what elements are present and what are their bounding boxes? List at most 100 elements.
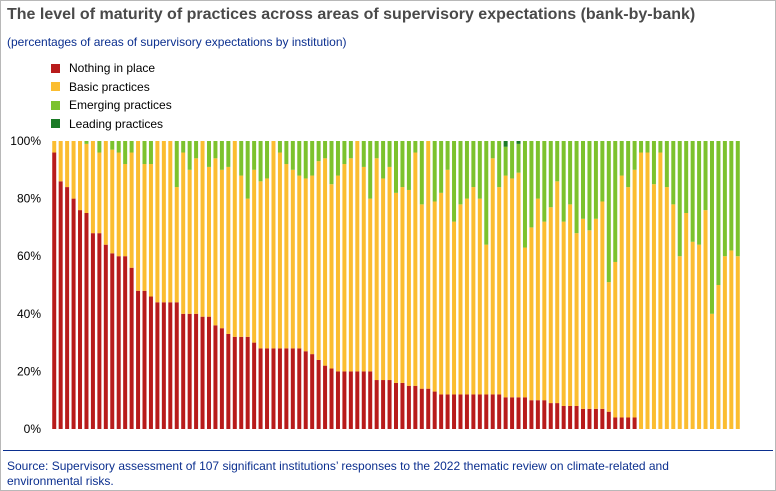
bar-segment-basic — [529, 227, 534, 401]
bar-segment-nothing — [419, 388, 424, 429]
bar-segment-nothing — [116, 256, 121, 429]
bar-segment-basic — [265, 178, 270, 349]
bar-segment-emerging — [265, 141, 270, 179]
bar-segment-nothing — [464, 394, 469, 429]
bar-segment-basic — [677, 256, 682, 429]
bar-segment-emerging — [361, 141, 366, 167]
bar-segment-nothing — [574, 405, 579, 429]
bar-segment-emerging — [709, 141, 714, 314]
legend-label-leading: Leading practices — [69, 116, 164, 131]
bar-segment-emerging — [735, 141, 740, 257]
bar-segment-emerging — [684, 141, 689, 213]
bar-segment-basic — [277, 152, 282, 349]
bar-segment-nothing — [71, 198, 76, 429]
bar-segment-basic — [187, 169, 192, 314]
bar-segment-emerging — [555, 141, 560, 182]
legend-swatch-leading — [51, 119, 60, 129]
bar-segment-basic — [335, 175, 340, 372]
bar-segment-basic — [709, 313, 714, 429]
bar-segment-emerging — [677, 141, 682, 257]
bar-segment-basic — [110, 149, 115, 254]
bar-segment-nothing — [600, 408, 605, 429]
bar-segment-emerging — [413, 141, 418, 153]
bar-segment-nothing — [477, 394, 482, 429]
bar-segment-emerging — [432, 141, 437, 202]
bar-segment-emerging — [226, 141, 231, 167]
bar-segment-basic — [510, 178, 515, 398]
bar-segment-basic — [58, 141, 63, 182]
bar-segment-emerging — [581, 141, 586, 219]
legend-label-emerging: Emerging practices — [69, 98, 172, 113]
bar-segment-emerging — [323, 141, 328, 159]
legend-swatch-emerging — [51, 100, 60, 110]
bar-segment-basic — [432, 201, 437, 392]
bar-segment-basic — [181, 152, 186, 314]
bar-segment-basic — [387, 166, 392, 381]
bar-segment-basic — [477, 198, 482, 395]
bar-segment-basic — [645, 152, 650, 429]
bar-segment-emerging — [110, 141, 115, 150]
bar-segment-nothing — [426, 388, 431, 429]
bar-segment-basic — [52, 141, 57, 153]
bar-segment-emerging — [522, 141, 527, 248]
bar-segment-basic — [503, 175, 508, 398]
bar-segment-nothing — [226, 333, 231, 429]
bar-segment-emerging — [142, 141, 147, 165]
bar-segment-emerging — [548, 141, 553, 208]
bar-segment-nothing — [593, 408, 598, 429]
bar-segment-emerging — [587, 141, 592, 231]
bar-segment-basic — [342, 164, 347, 372]
bar-segment-emerging — [84, 141, 89, 144]
bar-segment-emerging — [394, 141, 398, 193]
bar-segment-emerging — [297, 141, 302, 176]
bar-segment-nothing — [90, 233, 95, 429]
bar-segment-emerging — [503, 146, 508, 176]
bar-segment-emerging — [252, 141, 257, 170]
bar-segment-nothing — [503, 397, 508, 429]
bar-segment-basic — [310, 175, 315, 355]
bar-segment-nothing — [213, 325, 218, 429]
bar-segment-basic — [664, 187, 669, 429]
bar-segment-basic — [555, 181, 560, 404]
bar-segment-emerging — [477, 141, 482, 199]
bar-segment-nothing — [613, 417, 618, 429]
bar-segment-emerging — [381, 141, 386, 179]
bar-segment-emerging — [335, 141, 340, 176]
bar-segment-basic — [84, 143, 89, 213]
bar-segment-basic — [587, 230, 592, 409]
bar-segment-nothing — [316, 359, 321, 429]
bar-segment-nothing — [568, 405, 573, 429]
bar-segment-nothing — [342, 371, 347, 429]
y-tick-label: 40% — [17, 307, 41, 321]
bar-segment-basic — [103, 141, 108, 245]
legend-item-leading: Leading practices — [51, 115, 172, 134]
bar-segment-emerging — [187, 141, 192, 170]
bar-segment-nothing — [161, 302, 166, 429]
bar-segment-basic — [639, 152, 644, 429]
y-tick-label: 0% — [24, 422, 42, 436]
y-tick-label: 100% — [10, 134, 41, 148]
bar-segment-nothing — [129, 267, 134, 429]
bar-segment-nothing — [413, 385, 418, 429]
bar-segment-basic — [445, 169, 450, 395]
bar-segment-emerging — [219, 141, 224, 170]
bar-segment-basic — [626, 187, 631, 418]
bar-segment-emerging — [703, 141, 708, 211]
legend-item-basic: Basic practices — [51, 78, 172, 97]
bar-segment-basic — [632, 169, 637, 418]
bar-segment-basic — [213, 158, 218, 326]
bar-segment-nothing — [58, 181, 63, 429]
bar-segment-leading — [503, 141, 508, 147]
bar-segment-emerging — [284, 141, 289, 165]
bar-segment-emerging — [348, 141, 353, 159]
bar-segment-nothing — [490, 394, 495, 429]
bar-segment-emerging — [632, 141, 637, 170]
bar-segment-emerging — [97, 141, 102, 153]
bar-segment-basic — [142, 164, 147, 291]
bar-segment-emerging — [206, 141, 211, 167]
bar-segment-emerging — [600, 141, 605, 202]
bar-segment-emerging — [290, 141, 295, 170]
bar-segment-basic — [561, 221, 566, 406]
bar-segment-emerging — [458, 141, 463, 205]
bar-segment-basic — [97, 152, 102, 234]
